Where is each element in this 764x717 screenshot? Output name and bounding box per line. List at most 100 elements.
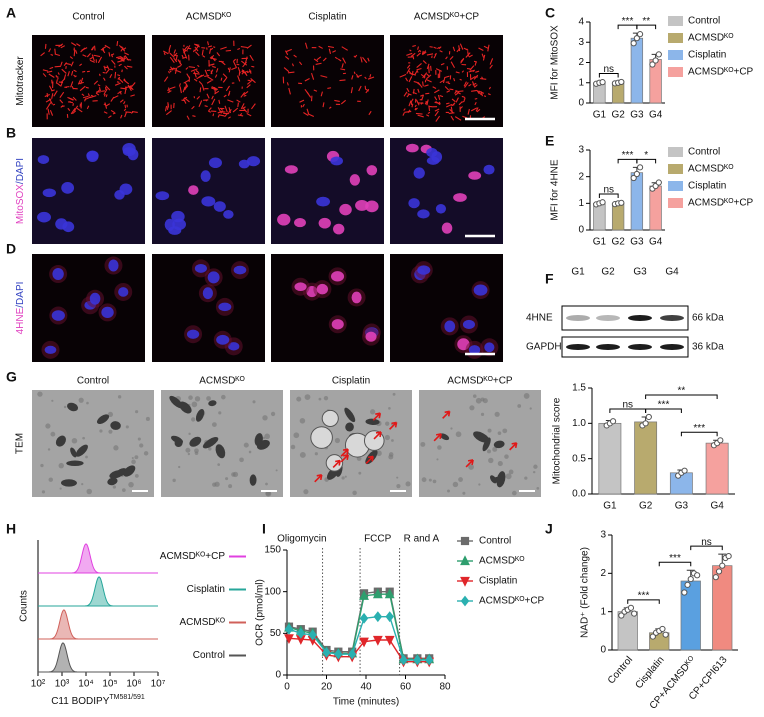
mito-fiber bbox=[475, 107, 479, 112]
mito-fiber bbox=[95, 92, 100, 96]
mito-fiber bbox=[102, 77, 106, 81]
x-tick-label: Control bbox=[606, 655, 635, 687]
x-tick-label: G1 bbox=[593, 110, 607, 121]
blot-band bbox=[628, 344, 652, 350]
data-point bbox=[631, 610, 638, 617]
marker bbox=[334, 648, 343, 660]
mito-fiber bbox=[51, 93, 54, 99]
legend-label: Cisplatin bbox=[479, 576, 517, 587]
legend-marker bbox=[460, 595, 470, 607]
mito-fiber bbox=[211, 86, 219, 91]
mito-fiber bbox=[240, 103, 245, 110]
mitochondrion bbox=[345, 422, 354, 432]
mito-fiber bbox=[408, 76, 413, 83]
mito-fiber bbox=[110, 54, 114, 58]
mito-fiber bbox=[102, 71, 106, 74]
mito-fiber bbox=[91, 47, 94, 51]
column-header: Control bbox=[77, 376, 109, 387]
mito-fiber bbox=[430, 65, 432, 71]
mito-fiber bbox=[416, 82, 421, 86]
mito-fiber bbox=[199, 87, 202, 93]
x-tick-label: 80 bbox=[439, 682, 451, 693]
tem-grain bbox=[45, 423, 51, 429]
mito-fiber bbox=[178, 83, 181, 87]
mito-fiber bbox=[316, 56, 322, 61]
mito-fiber bbox=[243, 91, 249, 96]
tem-grain bbox=[194, 448, 199, 454]
arrow bbox=[373, 431, 382, 440]
mito-fiber bbox=[182, 86, 186, 93]
mito-fiber bbox=[206, 93, 210, 99]
mito-fiber bbox=[332, 50, 337, 53]
marker bbox=[284, 623, 294, 635]
significance-label: *** bbox=[658, 400, 670, 411]
mito-fiber bbox=[82, 70, 86, 73]
tem-grain bbox=[517, 404, 522, 408]
x-axis-label: Time (minutes) bbox=[333, 697, 399, 708]
blot-band bbox=[660, 315, 684, 321]
data-point bbox=[599, 79, 606, 86]
legend-marker bbox=[460, 576, 470, 587]
mito-fiber bbox=[445, 103, 453, 108]
marker bbox=[372, 635, 383, 646]
mitochondrion bbox=[96, 414, 110, 425]
mito-fiber bbox=[340, 99, 347, 105]
legend-swatch bbox=[668, 198, 683, 208]
mito-fiber bbox=[427, 111, 431, 115]
mito-fiber bbox=[478, 90, 485, 94]
mito-fiber bbox=[417, 46, 419, 50]
mito-fiber bbox=[173, 54, 177, 57]
significance-bracket bbox=[598, 193, 619, 198]
tem-grain bbox=[58, 462, 64, 469]
mito-fiber bbox=[54, 53, 61, 57]
data-point bbox=[712, 574, 719, 581]
nucleus bbox=[284, 165, 298, 174]
tem-grain bbox=[504, 454, 509, 459]
mito-fiber bbox=[220, 60, 226, 66]
x-tick-label: 10⁴ bbox=[78, 679, 93, 690]
tem-grain bbox=[51, 399, 54, 402]
legend-label: Control bbox=[688, 147, 720, 158]
mito-fiber bbox=[220, 46, 227, 50]
mito-fiber bbox=[218, 114, 225, 117]
legend-swatch bbox=[668, 50, 683, 60]
data-point bbox=[627, 604, 635, 611]
mito-fiber bbox=[334, 56, 339, 60]
tem-grain bbox=[59, 487, 62, 490]
mito-fiber bbox=[93, 54, 101, 58]
mito-fiber bbox=[63, 62, 68, 67]
data-point bbox=[633, 170, 640, 178]
mito-fiber bbox=[451, 104, 455, 106]
mito-fiber bbox=[410, 98, 414, 104]
nucleus bbox=[365, 200, 379, 213]
mito-fiber bbox=[56, 82, 61, 87]
tem-grain bbox=[388, 454, 394, 460]
mito-fiber bbox=[207, 41, 210, 46]
data-point bbox=[662, 631, 669, 638]
mito-fiber bbox=[80, 77, 84, 85]
mito-fiber bbox=[302, 103, 305, 108]
mito-fiber bbox=[131, 82, 136, 88]
mito-fiber bbox=[487, 93, 491, 96]
tem-grain bbox=[270, 411, 276, 417]
panel-letter: E bbox=[545, 133, 554, 149]
y-tick-label: 1 bbox=[600, 606, 606, 617]
y-tick-label: 2 bbox=[578, 171, 584, 182]
blot-band bbox=[566, 315, 590, 321]
significance-label: * bbox=[644, 150, 648, 161]
mito-fiber bbox=[48, 73, 55, 78]
blot-band bbox=[566, 344, 590, 350]
tem-grain bbox=[296, 396, 302, 402]
mito-fiber bbox=[123, 78, 126, 82]
mito-fiber bbox=[217, 114, 220, 118]
bar bbox=[634, 421, 658, 495]
data-point bbox=[642, 420, 649, 427]
nucleus bbox=[86, 150, 99, 162]
nucleus bbox=[468, 171, 482, 180]
mito-fiber bbox=[105, 85, 111, 91]
mito-fiber bbox=[54, 48, 56, 55]
mito-fiber bbox=[293, 54, 297, 58]
tem-grain bbox=[391, 439, 394, 442]
tem-grain bbox=[137, 437, 141, 441]
nucleus bbox=[246, 156, 261, 167]
